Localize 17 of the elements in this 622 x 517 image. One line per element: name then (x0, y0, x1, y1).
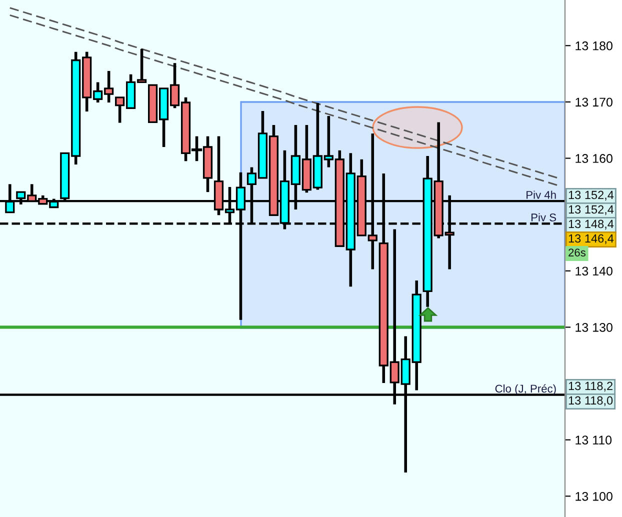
y-tick-label: 13 140 (576, 266, 612, 276)
y-tick-label: 13 170 (576, 98, 612, 107)
y-tick-label: 13 100 (576, 492, 612, 501)
text: 13 152,4 (568, 190, 614, 201)
y-tick-label: 13 130 (576, 323, 612, 332)
text: 13 118,0 (568, 396, 613, 406)
text: 13 118,2 (568, 382, 612, 392)
y-tick-label: 13 160 (576, 154, 612, 163)
ref-line-label: Piv 4h (526, 190, 556, 199)
text: 13 148,4 (568, 220, 614, 230)
text: 13 146,4 (568, 234, 614, 244)
text: 26s (568, 248, 586, 256)
ref-line-label: Piv S (532, 213, 556, 222)
text: 13 152,4 (568, 205, 614, 216)
y-tick-label: 13 180 (576, 41, 612, 50)
ref-line-label: Clo (J, Préc) (495, 384, 556, 395)
y-tick-label: 13 110 (576, 436, 612, 444)
